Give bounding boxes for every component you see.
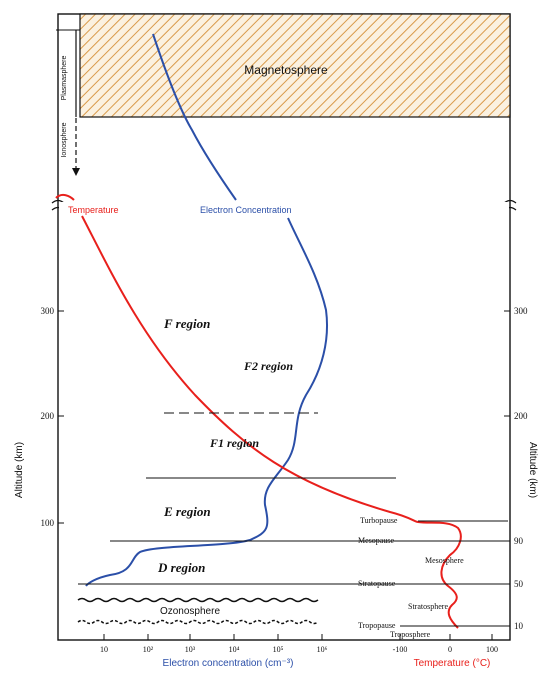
bottom-tick-10-6: 10⁶ (317, 645, 328, 654)
mesopause-label: Mesopause (358, 536, 394, 545)
ozonosphere-wave-top (77, 597, 319, 603)
d-region-label: D region (157, 560, 205, 575)
left-tick-300: 300 (41, 306, 55, 316)
right-axis-ticks (504, 310, 510, 627)
bottom-left-axis-ticks (103, 634, 323, 640)
right-axis-title: Altitude (km) (527, 442, 538, 498)
bottom-tick-minus100: -100 (393, 645, 408, 654)
bottom-tick-10-3: 10³ (185, 645, 196, 654)
electron-curve-upper (152, 33, 237, 201)
left-tick-200: 200 (41, 411, 55, 421)
bottom-tick-10-4: 10⁴ (229, 645, 240, 654)
left-tick-100: 100 (41, 518, 55, 528)
mesosphere-label: Mesosphere (425, 556, 464, 565)
right-tick-300: 300 (514, 306, 528, 316)
tropopause-label: Tropopause (358, 621, 396, 630)
f-region-label: F region (163, 316, 210, 331)
e-region-label: E region (163, 504, 211, 519)
temperature-curve-top (55, 193, 75, 201)
bottom-right-axis-title: Temperature (°C) (414, 658, 491, 669)
stratosphere-label: Stratosphere (408, 602, 448, 611)
bottom-tick-10: 10 (100, 645, 108, 654)
temperature-top-label: Temperature (68, 205, 119, 215)
ionosphere-arrowhead (72, 168, 80, 176)
stratopause-label: Stratopause (358, 579, 396, 588)
plasmasphere-label: Plasmasphere (61, 56, 68, 101)
left-axis-ticks (58, 310, 64, 524)
troposphere-label: Troposphere (390, 630, 431, 639)
f2-region-label: F2 region (243, 359, 293, 373)
bottom-tick-10-5: 10⁵ (273, 645, 284, 654)
electron-curve-main (85, 217, 328, 587)
bottom-tick-0: 0 (448, 645, 452, 654)
left-axis-title: Altitude (km) (14, 442, 25, 498)
right-tick-50: 50 (514, 579, 524, 589)
f1-region-label: F1 region (209, 436, 259, 450)
bottom-tick-100: 100 (486, 645, 498, 654)
turbopause-label: Turbopause (360, 516, 398, 525)
bottom-tick-10-2: 10² (143, 645, 154, 654)
electron-top-label: Electron Concentration (200, 205, 292, 215)
temperature-curve-main (81, 215, 462, 629)
ozonosphere-label: Ozonosphere (160, 606, 220, 617)
magnetosphere-box (79, 13, 511, 118)
bottom-right-axis-ticks (399, 634, 493, 640)
ozonosphere-wave-bottom (77, 619, 319, 625)
right-tick-10: 10 (514, 621, 524, 631)
right-tick-90: 90 (514, 536, 524, 546)
magnetosphere-label: Magnetosphere (244, 63, 328, 77)
ionosphere-label: Ionosphere (61, 122, 68, 157)
bottom-left-axis-title: Electron concentration (cm⁻³) (163, 658, 294, 669)
right-tick-200: 200 (514, 411, 528, 421)
